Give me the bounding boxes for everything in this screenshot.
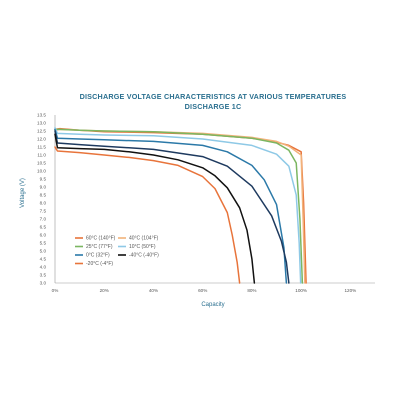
- y-tick-label: 10.0: [37, 169, 46, 174]
- y-tick-label: 9.0: [40, 185, 47, 190]
- y-tick-label: 12.5: [37, 129, 46, 134]
- chart-title-line1: DISCHARGE VOLTAGE CHARACTERISTICS AT VAR…: [80, 92, 347, 101]
- series-line-5: [54, 130, 290, 284]
- axes: [54, 115, 375, 284]
- y-tick-label: 12.0: [37, 137, 46, 142]
- x-tick-label: 100%: [295, 288, 307, 293]
- legend-entry: 0°C (32°F): [75, 253, 110, 259]
- y-tick-label: 5.0: [40, 249, 47, 254]
- y-tick-label: 11.0: [37, 153, 46, 158]
- x-tick-label: 60%: [198, 288, 207, 293]
- legend-entry: 10°C (50°F): [118, 244, 156, 250]
- series-line-7: [54, 133, 256, 284]
- series-line-6: [54, 146, 241, 284]
- legend-label: 25°C (77°F): [86, 244, 113, 250]
- y-tick-label: 13.5: [37, 113, 46, 118]
- y-tick-label: 3.0: [40, 281, 47, 286]
- y-tick-label: 4.5: [40, 257, 47, 262]
- x-tick-label: 80%: [247, 288, 256, 293]
- y-tick-label: 9.5: [40, 177, 47, 182]
- legend-label: -20°C (-4°F): [86, 261, 113, 267]
- legend-entry: -40°C (-40°F): [118, 253, 159, 259]
- y-tick-label: 6.0: [40, 233, 47, 238]
- x-axis-label: Capacity: [201, 302, 224, 308]
- legend-label: 10°C (50°F): [129, 244, 156, 250]
- y-axis-label: Voltage (V): [20, 178, 26, 208]
- legend-label: 0°C (32°F): [86, 253, 110, 259]
- y-tick-label: 7.5: [40, 209, 47, 214]
- series-layer: [54, 127, 307, 284]
- y-tick-label: 5.5: [40, 241, 47, 246]
- chart-title-line2: DISCHARGE 1C: [185, 102, 242, 111]
- legend-entry: -20°C (-4°F): [75, 261, 113, 267]
- y-tick-label: 7.0: [40, 217, 47, 222]
- legend-entry: 60°C (140°F): [75, 236, 116, 242]
- y-tick-label: 8.0: [40, 201, 47, 206]
- legend-label: -40°C (-40°F): [129, 253, 159, 259]
- series-line-1: [54, 128, 306, 284]
- legend-label: 40°C (104°F): [129, 236, 159, 242]
- x-tick-label: 20%: [100, 288, 109, 293]
- legend-entry: 40°C (104°F): [118, 236, 159, 242]
- y-tick-labels: 13.5 13.0 12.5 12.0 11.5 11.0 10.5 10.0 9.5 9.0 8.…: [37, 113, 46, 286]
- y-tick-label: 10.5: [37, 161, 46, 166]
- series-line-4: [54, 128, 288, 284]
- legend: 60°C (140°F) 40°C (104°F) 25°C (77°F) 10°C …: [75, 236, 159, 267]
- legend-entry: 25°C (77°F): [75, 244, 113, 250]
- y-tick-label: 6.5: [40, 225, 47, 230]
- y-tick-label: 8.5: [40, 193, 47, 198]
- series-line-3: [54, 127, 302, 284]
- y-tick-label: 11.5: [37, 145, 46, 150]
- x-tick-labels: 0% 20% 40% 60% 80% 100% 120%: [52, 288, 357, 293]
- y-tick-label: 3.5: [40, 273, 47, 278]
- legend-label: 60°C (140°F): [86, 236, 116, 242]
- series-line-2: [54, 128, 304, 284]
- x-tick-label: 40%: [149, 288, 158, 293]
- x-tick-label: 0%: [52, 288, 59, 293]
- x-tick-label: 120%: [345, 288, 357, 293]
- y-tick-label: 4.0: [40, 265, 47, 270]
- y-tick-label: 13.0: [37, 121, 46, 126]
